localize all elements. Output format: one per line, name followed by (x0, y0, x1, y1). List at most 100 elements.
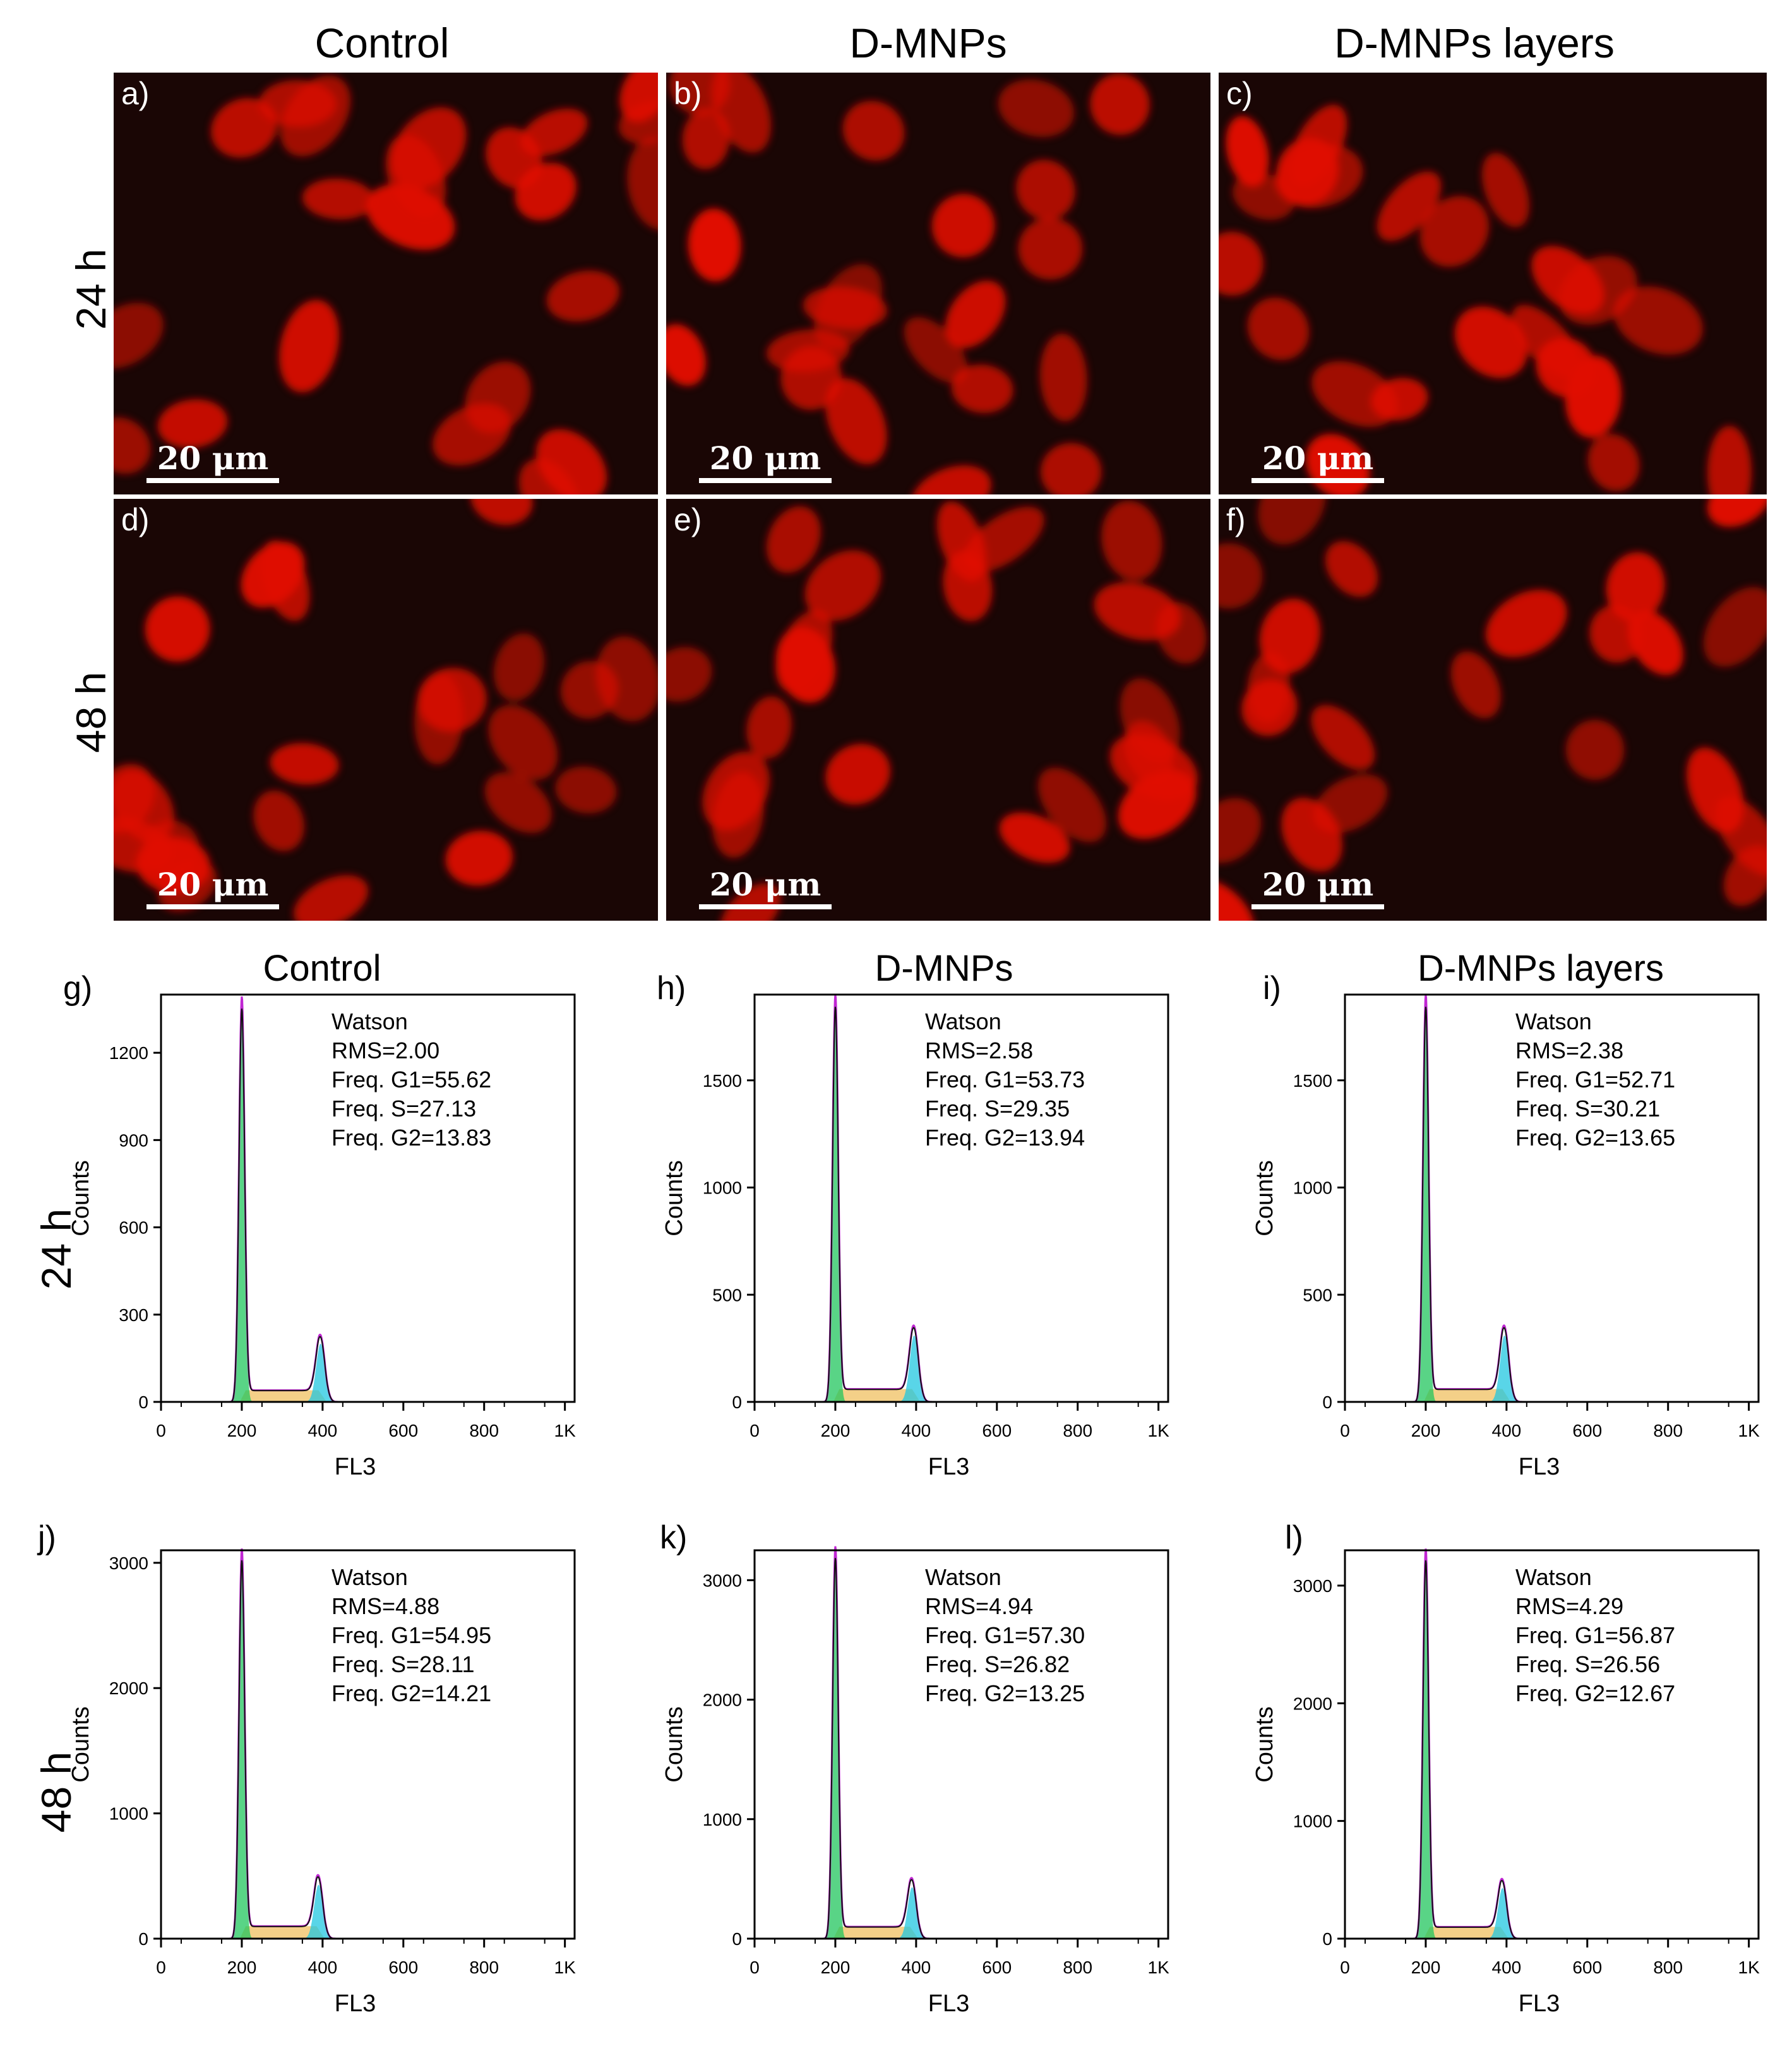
x-tick-label: 600 (388, 1958, 418, 1977)
scale-bar: 20 μm (1251, 866, 1384, 909)
scale-bar: 20 μm (699, 440, 832, 483)
column-title-d-mnps-layers: D-MNPs layers (1334, 20, 1615, 66)
watson-annotation-line: Freq. S=26.82 (925, 1651, 1070, 1677)
hist-panel-label: g) (63, 970, 93, 1007)
nucleus (445, 830, 513, 886)
nucleus (535, 429, 607, 494)
nucleus (302, 178, 375, 220)
x-tick-label: 400 (308, 1421, 338, 1440)
scale-bar-label: 20 μm (709, 866, 821, 903)
x-axis-label: FL3 (335, 1454, 376, 1480)
x-axis-label: FL3 (928, 1454, 969, 1480)
nucleus (1686, 747, 1744, 834)
plot-frame (160, 1549, 576, 1940)
watson-annotation-line: RMS=2.38 (1515, 1038, 1623, 1063)
nucleus (1707, 499, 1767, 527)
nucleus (157, 399, 228, 448)
data-line (1405, 1560, 1531, 1939)
watson-annotation-line: Watson (1515, 1564, 1592, 1590)
x-tick-label: 200 (1411, 1421, 1441, 1440)
nucleus (1454, 306, 1528, 378)
nucleus (1258, 499, 1326, 545)
x-tick-label: 400 (308, 1958, 338, 1977)
scale-bar: 20 μm (1251, 440, 1384, 483)
y-tick-label: 1500 (1293, 1071, 1332, 1091)
panel-label: d) (121, 502, 150, 537)
x-tick-label: 0 (156, 1958, 166, 1977)
nucleus (1018, 218, 1083, 280)
nucleus (1565, 719, 1625, 781)
x-tick-label: 200 (227, 1421, 257, 1440)
nucleus (433, 403, 511, 466)
nucleus (1606, 552, 1665, 622)
nucleus (1274, 143, 1363, 208)
watson-annotation-line: Watson (332, 1564, 408, 1590)
nucleus (1613, 286, 1703, 355)
nucleus (1627, 610, 1683, 676)
y-tick-label: 2000 (109, 1678, 148, 1698)
nucleus (1226, 116, 1269, 188)
nucleus (1565, 356, 1622, 438)
nucleus (486, 127, 542, 189)
nuclei (1219, 499, 1767, 921)
y-axis-label: Counts (68, 1706, 94, 1782)
column-title-d-mnps: D-MNPs (849, 20, 1007, 66)
scale-bar-label: 20 μm (1262, 440, 1374, 477)
scale-bar: 20 μm (146, 866, 279, 909)
watson-annotation-line: Watson (1515, 1008, 1592, 1034)
nucleus (619, 73, 658, 123)
nucleus (688, 208, 741, 282)
histogram-j: 0 1000 2000 3000 0 200 400 600 800 1K FL3 Counts Wat… (68, 1548, 576, 2017)
y-axis-label: Counts (1251, 1160, 1278, 1236)
watson-annotation-line: Freq. G1=52.71 (1515, 1067, 1675, 1092)
row-title-48h: 48 h (68, 671, 115, 753)
data-line (221, 1008, 347, 1403)
plot-frame (753, 1549, 1169, 1940)
plot-frame (1344, 1549, 1760, 1940)
g2-phase-area (815, 1887, 941, 1939)
y-tick-label: 1000 (1293, 1178, 1332, 1198)
micrograph-f: f) 20 μm (1219, 499, 1767, 921)
nucleus (1156, 602, 1207, 664)
x-tick-label: 800 (1063, 1958, 1092, 1977)
x-axis-label: FL3 (928, 1990, 969, 2017)
nuclei (666, 500, 1207, 921)
g2-phase-area (1405, 1335, 1531, 1402)
y-tick-label: 500 (1303, 1285, 1332, 1305)
nucleus (293, 875, 369, 921)
nucleus (470, 499, 533, 525)
nucleus (1723, 845, 1767, 906)
y-axis-label: Counts (661, 1706, 688, 1782)
x-tick-label: 1K (554, 1421, 576, 1440)
nucleus (1037, 767, 1107, 842)
hist-panel-label: l) (1285, 1519, 1303, 1556)
nucleus (1241, 679, 1298, 736)
y-tick-label: 0 (1322, 1392, 1332, 1412)
nucleus (1219, 798, 1262, 863)
nucleus (1247, 297, 1310, 361)
panel-label: a) (121, 76, 150, 111)
nucleus (259, 80, 337, 128)
plot-frame (160, 993, 576, 1403)
panel-label: b) (674, 76, 702, 111)
nucleus (1039, 333, 1087, 422)
x-tick-label: 600 (1572, 1421, 1602, 1440)
watson-annotation-line: RMS=4.94 (925, 1593, 1033, 1619)
nucleus (1512, 304, 1582, 379)
nucleus (1016, 159, 1075, 220)
nucleus (1450, 651, 1501, 719)
nucleus (803, 286, 888, 330)
micrograph-e: e) 20 μm (666, 499, 1210, 921)
histogram-h: 0 500 1000 1500 0 200 400 600 800 1K FL3 Counts Wats… (661, 993, 1169, 1480)
scale-bar-line (699, 478, 832, 483)
nuclei (114, 73, 658, 494)
nucleus (945, 280, 1006, 349)
plot-frame (1344, 993, 1760, 1403)
x-tick-label: 1K (1148, 1958, 1170, 1977)
y-tick-label: 600 (119, 1218, 148, 1238)
nucleus (484, 772, 552, 834)
nucleus (1325, 541, 1378, 597)
nucleus (666, 647, 712, 702)
nucleus (1118, 770, 1197, 839)
watson-annotation-line: Watson (332, 1008, 408, 1034)
